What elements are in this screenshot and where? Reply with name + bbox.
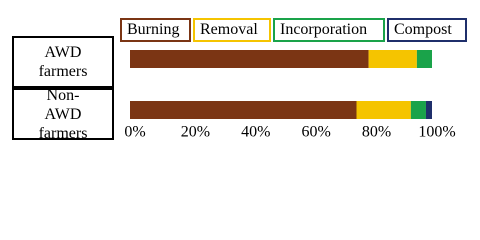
x-tick-label: 20%: [181, 124, 210, 141]
legend-item: Removal: [193, 18, 271, 42]
bar-segment: [130, 101, 357, 119]
bar-segment: [130, 50, 369, 68]
x-tick-label: 100%: [418, 124, 455, 141]
x-tick-label: 80%: [362, 124, 391, 141]
legend-item: Incorporation: [273, 18, 385, 42]
bar-segment: [356, 101, 411, 119]
category-label: Non-AWD farmers: [12, 87, 114, 142]
bar-segment: [410, 101, 426, 119]
plot: 0% 20% 40% 60% 80% 100%: [124, 50, 456, 141]
x-tick-label: 40%: [241, 124, 270, 141]
x-tick-label: 0%: [124, 124, 145, 141]
category-label: AWD farmers: [12, 36, 114, 88]
bar-segment: [368, 50, 417, 68]
legend-item: Burning: [120, 18, 191, 42]
bar-segment: [425, 101, 432, 119]
x-tick-label: 60%: [302, 124, 331, 141]
chart: 0% 20% 40% 60% 80% 100% Burning Removal Incorpo…: [12, 18, 467, 142]
legend-item: Compost: [387, 18, 467, 42]
bar-segment: [416, 50, 432, 68]
